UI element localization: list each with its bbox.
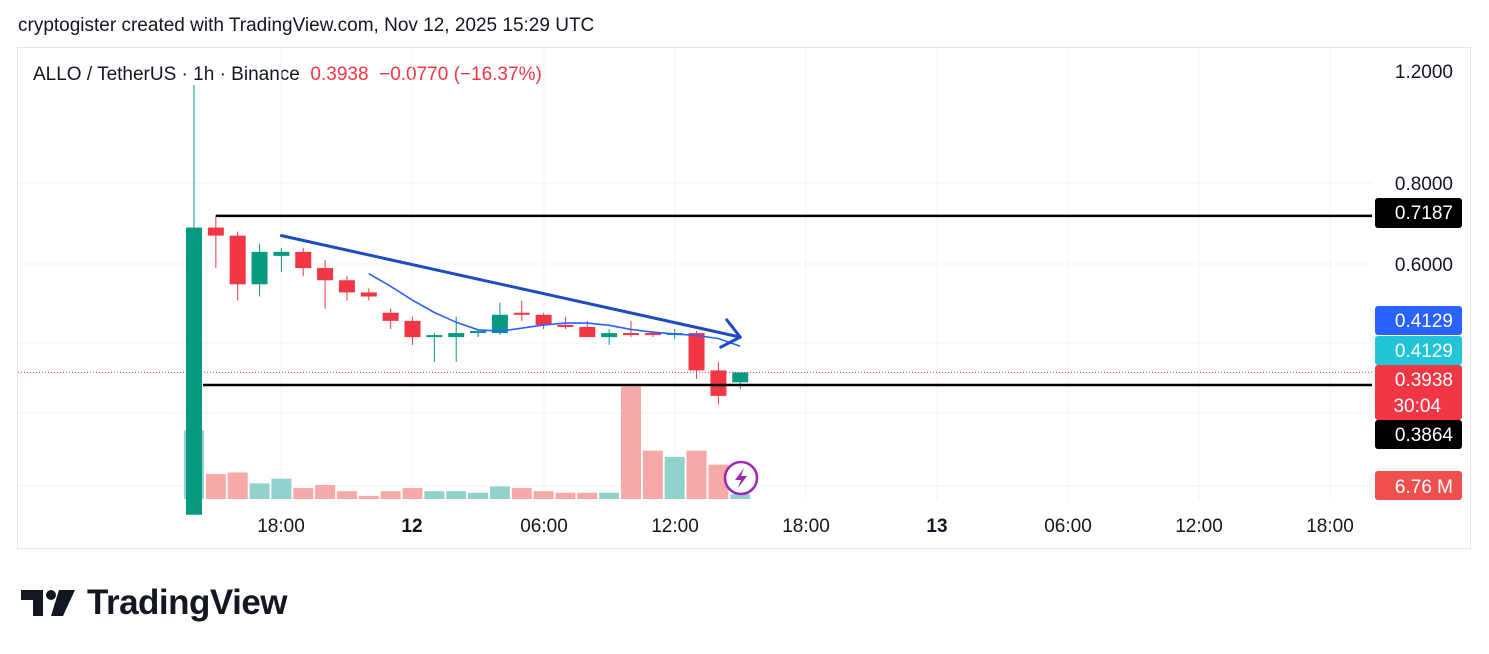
candle-body — [491, 314, 508, 334]
candle-body — [273, 251, 290, 256]
candle-body — [207, 227, 224, 236]
tradingview-logo: TradingView — [21, 583, 288, 623]
volume-label: 6.76 M — [1395, 477, 1453, 498]
symbol-name: ALLO / TetherUS · 1h · Binance — [33, 64, 300, 85]
candle-body — [251, 251, 268, 285]
candle-body — [644, 333, 661, 336]
volume-bar — [599, 492, 620, 499]
candle-body — [601, 333, 618, 338]
volume-bar — [664, 456, 685, 499]
volume-bar — [642, 450, 663, 499]
volume-bar — [489, 486, 510, 499]
candle-body — [360, 292, 377, 297]
candle-body — [557, 324, 574, 327]
candle-body — [623, 333, 639, 336]
x-tick-label: 12:00 — [651, 516, 699, 537]
volume-bar — [402, 488, 423, 499]
tradingview-logo-icon — [21, 590, 75, 616]
y-tick-label: 0.6000 — [1395, 255, 1453, 276]
chart-frame — [17, 47, 1471, 549]
candle-body — [317, 268, 334, 281]
candle-body — [688, 333, 705, 371]
price-label-box — [1375, 306, 1462, 335]
candle-body — [229, 235, 246, 285]
candle-body — [295, 251, 312, 269]
volume-bar — [315, 484, 336, 499]
volume-bar — [686, 450, 707, 499]
candle-body — [732, 372, 749, 383]
chart-attribution: cryptogister created with TradingView.co… — [18, 15, 595, 36]
candle-body — [710, 370, 727, 396]
volume-bar — [555, 492, 576, 499]
volume-bar — [708, 464, 729, 499]
price-label-box — [1375, 198, 1462, 228]
candle-body — [426, 335, 443, 338]
symbol-legend: ALLO / TetherUS · 1h · Binance 0.3938 −0… — [33, 64, 542, 86]
trendline-arrow — [279, 234, 742, 339]
price-change: −0.0770 (−16.37%) — [379, 64, 542, 85]
volume-bar — [533, 491, 554, 499]
candle-body — [186, 227, 202, 515]
price-label: 0.3864 — [1395, 425, 1454, 446]
volume-bar — [358, 495, 379, 499]
brand-name: TradingView — [87, 583, 288, 622]
volume-bar — [249, 483, 270, 499]
lightning-glyph — [735, 468, 747, 488]
volume-bar — [293, 488, 314, 499]
trendline-arrowhead — [719, 318, 742, 349]
volume-bar — [271, 478, 292, 499]
volume-bar — [446, 491, 467, 499]
candle-countdown: 30:04 — [1393, 396, 1441, 417]
y-tick-label: 0.8000 — [1395, 174, 1453, 195]
price-label-box — [1375, 365, 1462, 420]
price-label: 0.3938 — [1395, 370, 1453, 391]
volume-label-box — [1375, 471, 1462, 500]
x-tick-label: 13 — [926, 516, 947, 537]
price-label-box — [1375, 336, 1462, 365]
x-tick-label: 18:00 — [257, 516, 305, 537]
x-tick-label: 18:00 — [1306, 516, 1354, 537]
candle-body — [338, 280, 355, 293]
candle-body — [470, 331, 487, 334]
candle-body — [535, 314, 552, 325]
x-tick-label: 06:00 — [520, 516, 568, 537]
price-label-box — [1375, 420, 1462, 449]
candle-body — [448, 333, 465, 338]
moving-average-line — [368, 273, 741, 348]
volume-bar — [577, 492, 598, 499]
candle-body — [382, 312, 399, 321]
volume-bar — [468, 492, 489, 499]
x-tick-label: 06:00 — [1044, 516, 1092, 537]
candle-body — [513, 312, 530, 315]
last-price: 0.3938 — [310, 64, 369, 85]
volume-bar — [336, 491, 357, 499]
candle-body — [579, 326, 596, 338]
y-tick-label: 1.2000 — [1395, 62, 1453, 83]
x-tick-label: 12:00 — [1175, 516, 1223, 537]
x-tick-label: 18:00 — [782, 516, 830, 537]
price-label: 0.7187 — [1395, 203, 1453, 224]
price-label: 0.4129 — [1395, 311, 1453, 332]
volume-bar — [730, 494, 751, 499]
volume-bar — [511, 488, 532, 499]
volume-bar — [424, 491, 445, 499]
candle-body — [404, 320, 421, 338]
volume-bar — [621, 386, 641, 499]
price-label: 0.4129 — [1395, 341, 1453, 362]
volume-bar — [205, 474, 226, 499]
x-tick-label: 12 — [401, 516, 422, 537]
volume-bar — [380, 491, 401, 499]
volume-bar — [227, 472, 248, 499]
